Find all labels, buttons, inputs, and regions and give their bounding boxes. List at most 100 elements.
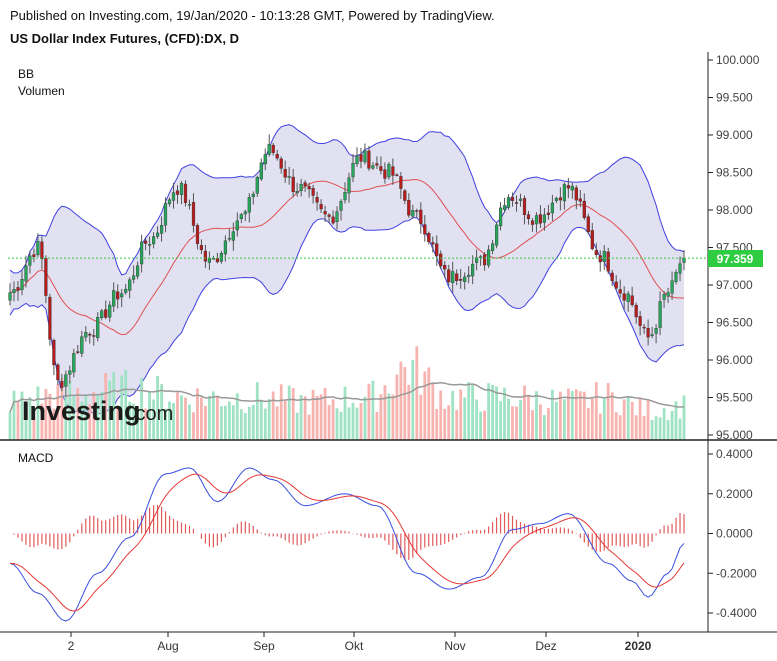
candle-body (558, 197, 562, 201)
candle (72, 348, 76, 378)
volume-bar (606, 383, 610, 440)
candle (586, 213, 590, 235)
candle (670, 271, 674, 300)
candle (191, 193, 196, 233)
candle (131, 265, 136, 284)
volume-bar (339, 411, 343, 440)
volume-bar (8, 412, 12, 440)
candle-body (247, 197, 251, 213)
time-tick-label: 2 (68, 639, 75, 653)
candle (171, 182, 176, 209)
volume-bar (307, 414, 311, 440)
macd-tick-label: 0.2000 (716, 487, 753, 501)
candle (24, 255, 28, 288)
volume-bar (654, 416, 658, 440)
candle-body (52, 340, 56, 366)
time-tick-label: Nov (444, 639, 465, 653)
candle-body (682, 257, 686, 263)
volume-bar (104, 373, 108, 440)
candle (495, 222, 499, 249)
candle (271, 142, 275, 156)
candle (283, 160, 287, 183)
candle-body (295, 191, 299, 194)
candle (291, 168, 295, 198)
candle-body (650, 334, 654, 336)
candle (223, 235, 227, 262)
candle-body (634, 304, 638, 318)
candle (135, 261, 140, 280)
candle (654, 324, 658, 344)
candle-body (471, 263, 475, 277)
candle (514, 195, 519, 212)
volume-bar (451, 390, 455, 440)
last-price-tag: 97.359 (708, 250, 763, 267)
candle-body (335, 211, 339, 223)
bollinger-bands (9, 124, 685, 415)
volume-bar (662, 408, 666, 440)
volume-bar (471, 384, 474, 440)
candle (343, 182, 347, 204)
volume-bar (419, 394, 423, 440)
last-price-label: 97.359 (717, 252, 754, 266)
candle (558, 187, 562, 211)
candle-body (646, 328, 650, 338)
candle (239, 212, 243, 224)
candle-body (183, 183, 188, 203)
volume-bar (415, 346, 419, 440)
candle-body (658, 301, 662, 328)
candle (518, 193, 523, 207)
candle-body (538, 214, 542, 224)
candle (187, 199, 192, 210)
volume-bar (132, 403, 135, 440)
volume-bar (60, 377, 64, 440)
candle (483, 252, 487, 271)
volume-bar (487, 383, 490, 440)
volume-bar (626, 396, 630, 440)
candle-body (16, 287, 20, 291)
candle (399, 172, 403, 199)
candle-body (550, 202, 554, 214)
volume-bar (24, 402, 28, 440)
candle (510, 192, 515, 207)
candle-body (44, 258, 48, 296)
candle-body (423, 224, 427, 235)
candle-body (104, 309, 108, 318)
candle-body (60, 381, 64, 388)
volume-bar (311, 390, 315, 440)
candle-body (674, 272, 678, 282)
candle-body (171, 192, 176, 201)
volume-bar (531, 410, 534, 440)
candle-body (239, 214, 243, 220)
candle (379, 156, 383, 175)
volume-bar (431, 382, 435, 440)
candle-body (499, 207, 503, 227)
candle (467, 266, 471, 284)
candle-body (203, 250, 207, 262)
volume-bar (303, 396, 307, 440)
volume-bar (475, 399, 478, 440)
volume-bar (527, 394, 530, 440)
candle-body (487, 249, 491, 266)
candle-body (578, 198, 582, 202)
candle-body (459, 279, 463, 281)
volume-bar (491, 384, 494, 440)
volume-bar (610, 392, 614, 440)
volume-bar (172, 403, 175, 440)
candle-body (92, 335, 96, 337)
candle-body (267, 144, 271, 155)
candle (247, 193, 251, 223)
volume-bar (455, 410, 459, 440)
volume-bar (319, 394, 323, 440)
candle-body (383, 169, 387, 179)
candle (231, 222, 235, 251)
bb-basis (9, 179, 685, 336)
candle-body (80, 336, 84, 354)
candle (203, 244, 207, 268)
candle-body (243, 211, 247, 215)
volume-bar (483, 410, 486, 440)
candle (235, 212, 239, 237)
bb-upper-band (9, 124, 685, 276)
candle (435, 235, 439, 266)
volume-bar (184, 397, 187, 440)
